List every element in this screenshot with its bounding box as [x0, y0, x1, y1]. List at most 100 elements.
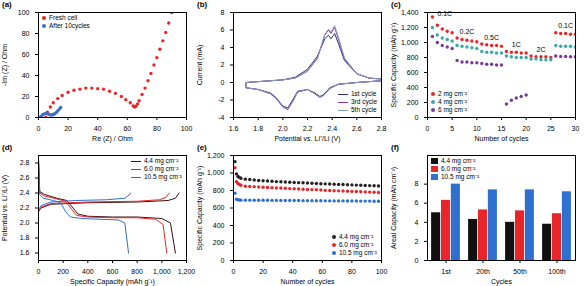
svg-text:2: 2 — [221, 61, 225, 68]
html-text:(b): (b) — [197, 0, 208, 9]
svg-text:2.8: 2.8 — [20, 159, 30, 166]
svg-text:100: 100 — [18, 9, 30, 16]
svg-text:Potential vs. Li⁺/Li (V): Potential vs. Li⁺/Li (V) — [1, 175, 9, 241]
svg-text:0.2C: 0.2C — [460, 27, 475, 34]
svg-text:Number of cycles: Number of cycles — [280, 278, 335, 286]
svg-text:2.2: 2.2 — [303, 125, 313, 132]
svg-text:Areal Capacity (mAh cm⁻²): Areal Capacity (mAh cm⁻²) — [390, 167, 398, 249]
svg-text:1,200: 1,200 — [178, 268, 196, 275]
svg-text:80: 80 — [153, 125, 161, 132]
svg-text:40: 40 — [289, 268, 297, 275]
svg-text:2.6: 2.6 — [352, 125, 362, 132]
svg-text:0.5C: 0.5C — [484, 34, 499, 41]
svg-text:2: 2 — [415, 238, 419, 245]
svg-text:Specific Capacity (mAh g⁻¹): Specific Capacity (mAh g⁻¹) — [196, 166, 204, 251]
svg-text:1,200: 1,200 — [207, 152, 225, 159]
svg-text:Re (Z) / Ohm: Re (Z) / Ohm — [92, 135, 133, 143]
svg-text:0.1C: 0.1C — [437, 10, 452, 17]
svg-text:2.6: 2.6 — [20, 174, 30, 181]
svg-text:400: 400 — [82, 268, 94, 275]
svg-text:60: 60 — [318, 268, 326, 275]
svg-text:1,400: 1,400 — [401, 9, 419, 16]
svg-text:1.8: 1.8 — [253, 125, 263, 132]
svg-text:80: 80 — [22, 30, 30, 37]
svg-text:0: 0 — [426, 125, 430, 132]
svg-text:Potential vs. Li⁺/Li (V): Potential vs. Li⁺/Li (V) — [274, 135, 340, 143]
svg-text:50th: 50th — [513, 268, 527, 275]
svg-text:0: 0 — [26, 114, 30, 121]
svg-text:20: 20 — [22, 93, 30, 100]
svg-text:20th: 20th — [476, 268, 490, 275]
svg-text:400: 400 — [213, 222, 225, 229]
svg-text:100th: 100th — [548, 268, 566, 275]
svg-text:2.4: 2.4 — [20, 189, 30, 196]
svg-text:-4: -4 — [218, 114, 224, 121]
svg-text:6: 6 — [221, 26, 225, 33]
svg-text:60: 60 — [123, 125, 131, 132]
svg-text:600: 600 — [107, 268, 119, 275]
svg-text:2.8: 2.8 — [377, 125, 387, 132]
svg-text:80: 80 — [348, 268, 356, 275]
html-text:(e): (e) — [197, 143, 207, 152]
svg-text:-Im (Z) / Ohm: -Im (Z) / Ohm — [1, 44, 9, 86]
svg-text:400: 400 — [407, 84, 419, 91]
svg-text:20: 20 — [522, 125, 530, 132]
svg-text:10: 10 — [473, 125, 481, 132]
svg-text:2.2: 2.2 — [20, 204, 30, 211]
svg-text:Specific Capacity (mAh g⁻¹): Specific Capacity (mAh g⁻¹) — [70, 278, 155, 286]
svg-text:200: 200 — [57, 268, 69, 275]
svg-text:0.1C: 0.1C — [558, 22, 573, 29]
svg-text:1.6: 1.6 — [229, 125, 239, 132]
svg-text:2C: 2C — [536, 46, 545, 53]
svg-text:1.8: 1.8 — [20, 234, 30, 241]
svg-text:0: 0 — [37, 268, 41, 275]
svg-text:Current (mA): Current (mA) — [196, 45, 204, 85]
svg-text:4: 4 — [221, 44, 225, 51]
svg-text:200: 200 — [213, 239, 225, 246]
svg-text:0: 0 — [221, 79, 225, 86]
svg-text:800: 800 — [213, 187, 225, 194]
svg-text:40: 40 — [94, 125, 102, 132]
svg-text:5: 5 — [450, 125, 454, 132]
svg-text:2.4: 2.4 — [327, 125, 337, 132]
svg-text:1,200: 1,200 — [401, 24, 419, 31]
svg-text:-2: -2 — [218, 96, 224, 103]
svg-text:30: 30 — [572, 125, 580, 132]
svg-text:Number of cycles: Number of cycles — [474, 135, 529, 143]
svg-text:100: 100 — [376, 268, 388, 275]
html-text:(a): (a) — [2, 0, 12, 9]
svg-text:0: 0 — [232, 268, 236, 275]
svg-text:8: 8 — [415, 180, 419, 187]
svg-text:800: 800 — [131, 268, 143, 275]
svg-text:0: 0 — [221, 257, 225, 264]
html-text:(c): (c) — [391, 0, 401, 9]
svg-text:1C: 1C — [512, 41, 521, 48]
svg-text:Specific Capacity (mAh g⁻¹): Specific Capacity (mAh g⁻¹) — [390, 23, 398, 108]
svg-text:1,000: 1,000 — [401, 39, 419, 46]
svg-text:1st: 1st — [441, 268, 450, 275]
svg-text:Cycles: Cycles — [491, 278, 513, 286]
svg-text:8: 8 — [221, 9, 225, 16]
svg-text:1,000: 1,000 — [207, 169, 225, 176]
svg-text:2.0: 2.0 — [20, 219, 30, 226]
svg-text:0: 0 — [37, 125, 41, 132]
svg-text:4: 4 — [415, 219, 419, 226]
svg-text:20: 20 — [259, 268, 267, 275]
svg-text:600: 600 — [407, 69, 419, 76]
svg-text:25: 25 — [547, 125, 555, 132]
svg-text:20: 20 — [64, 125, 72, 132]
svg-text:1,000: 1,000 — [153, 268, 171, 275]
html-text:(d): (d) — [2, 143, 13, 152]
svg-text:40: 40 — [22, 72, 30, 79]
svg-text:100: 100 — [181, 125, 193, 132]
svg-text:60: 60 — [22, 51, 30, 58]
svg-text:600: 600 — [213, 204, 225, 211]
svg-text:800: 800 — [407, 54, 419, 61]
svg-text:6: 6 — [415, 199, 419, 206]
svg-text:0: 0 — [415, 114, 419, 121]
svg-text:200: 200 — [407, 99, 419, 106]
svg-text:15: 15 — [498, 125, 506, 132]
svg-text:2.0: 2.0 — [278, 125, 288, 132]
svg-text:1.6: 1.6 — [20, 249, 30, 256]
svg-text:0: 0 — [415, 257, 419, 264]
